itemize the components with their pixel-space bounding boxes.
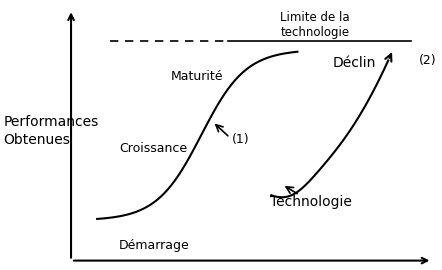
Text: technologie: technologie [280, 26, 349, 39]
Text: Performances: Performances [4, 115, 99, 129]
Text: Croissance: Croissance [120, 142, 188, 155]
Text: Déclin: Déclin [332, 56, 376, 70]
Text: Technologie: Technologie [270, 195, 351, 209]
Text: (2): (2) [419, 54, 437, 67]
Text: Limite de la: Limite de la [280, 11, 350, 24]
Text: Maturité: Maturité [171, 70, 224, 83]
Text: Obtenues: Obtenues [4, 133, 70, 147]
Text: (1): (1) [232, 133, 250, 146]
Text: Démarrage: Démarrage [118, 239, 189, 252]
